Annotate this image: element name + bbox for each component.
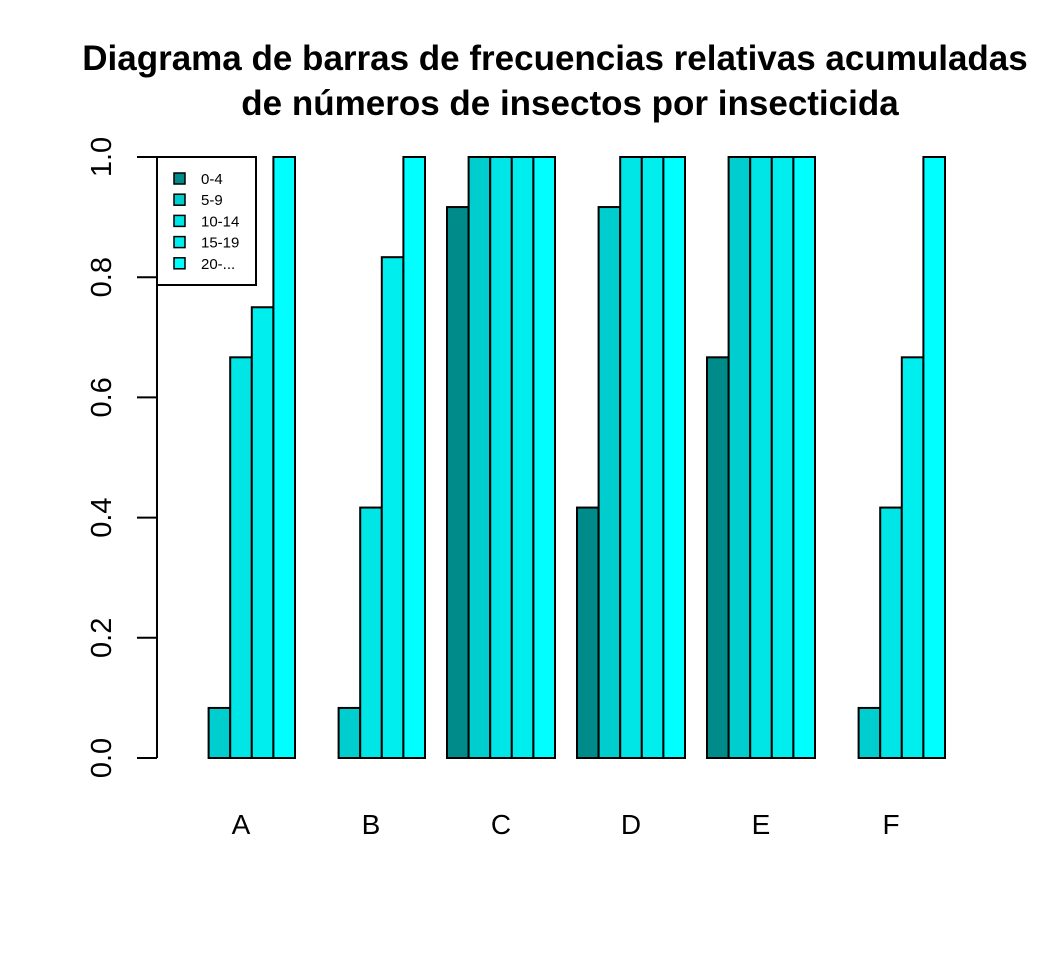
bar-B-10-14 [359,506,383,759]
bar-A-15-19 [250,306,275,759]
x-category-label: D [621,809,641,840]
legend-label: 15-19 [201,235,239,252]
y-tick-label: 0.8 [86,257,118,297]
bar-D-0-4 [576,506,600,759]
bar-F-10-14 [879,506,903,759]
y-tick-label: 1.0 [86,137,118,177]
bar-C-15-19 [510,156,535,759]
legend-swatch [173,172,186,185]
bar-F-15-19 [900,356,925,759]
legend-swatch [173,193,186,206]
bar-A-5-9 [207,706,232,760]
bar-B-20-... [402,156,426,759]
bar-B-5-9 [337,706,362,760]
legend-swatch [173,235,186,249]
bar-C-5-9 [467,156,492,759]
y-axis: 0.0 0.2 0.4 0.6 0.8 1.0 [86,137,158,778]
x-category-label: E [752,809,771,840]
bar-E-0-4 [706,356,730,759]
bar-F-5-9 [857,706,882,760]
chart-subtitle: de números de insectos por insecticida [241,84,899,123]
x-category-label: F [882,809,899,840]
bar-A-20-... [272,156,296,759]
legend-label: 0-4 [201,171,223,188]
legend-label: 20-... [201,256,235,273]
legend-label: 10-14 [201,213,239,230]
bar-E-5-9 [727,156,752,759]
legend: 0-4 5-9 10-14 15-19 20-... [156,156,257,286]
bar-D-10-14 [619,156,643,759]
bar-E-20-... [792,156,817,759]
bar-A-10-14 [229,356,253,759]
y-tick-label: 0.0 [86,738,118,778]
bar-E-10-14 [749,156,773,759]
x-category-label: C [491,809,511,840]
legend-label: 5-9 [201,192,223,209]
bar-C-20-... [532,156,557,759]
bar-C-10-14 [489,156,513,759]
x-category-label: A [232,809,251,840]
y-tick-label: 0.2 [86,618,118,658]
bar-B-15-19 [380,256,405,759]
y-tick-label: 0.6 [86,377,118,417]
legend-swatch [173,214,186,228]
bar-E-15-19 [770,156,795,759]
x-category-label: B [362,809,381,840]
bar-D-15-19 [640,156,665,759]
bars-group [207,156,947,760]
y-tick-label: 0.4 [86,497,118,537]
bar-C-0-4 [446,206,470,759]
bar-D-20-... [662,156,687,759]
bar-F-20-... [922,156,947,759]
bar-D-5-9 [597,206,622,759]
legend-swatch [173,257,186,270]
chart-title: Diagrama de barras de frecuencias relati… [82,39,1027,78]
x-axis-labels: A B C D E F [232,809,900,840]
